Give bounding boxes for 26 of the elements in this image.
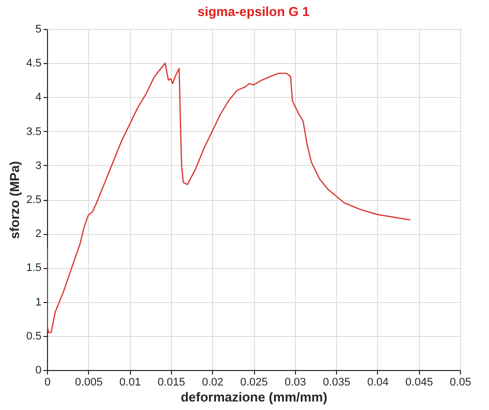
x-tick-label: 0.04 [367,376,389,388]
line-series [47,62,412,334]
y-tick-label: 0 [35,364,42,376]
y-tick-label: 5 [35,24,42,36]
y-tick-label: 3.5 [26,126,42,138]
x-tick-label: 0 [44,376,51,388]
chart-title: sigma-epsilon G 1 [198,4,310,19]
x-tick-label: 0.035 [322,376,350,388]
y-tick-label: 3 [35,160,42,172]
y-tick-label: 2.5 [26,194,42,206]
y-tick-label: 1.5 [26,262,42,274]
y-axis-title: sforzo (MPa) [7,161,22,239]
x-tick-label: 0.02 [202,376,224,388]
x-tick-label: 0.03 [284,376,306,388]
y-tick-label: 0.5 [26,330,42,342]
x-tick-label: 0.045 [405,376,433,388]
x-tick-label: 0.005 [75,376,103,388]
x-tick-label: 0.025 [240,376,268,388]
x-axis-title: deformazione (mm/mm) [180,390,328,404]
x-tick-label: 0.015 [158,376,186,388]
x-tick-label: 0.01 [119,376,141,388]
y-tick-label: 1 [35,296,42,308]
y-tick-label: 4 [35,92,42,104]
y-tick-label: 2 [35,228,42,240]
x-tick-label: 0.05 [450,376,472,388]
y-tick-label: 4.5 [26,58,42,70]
